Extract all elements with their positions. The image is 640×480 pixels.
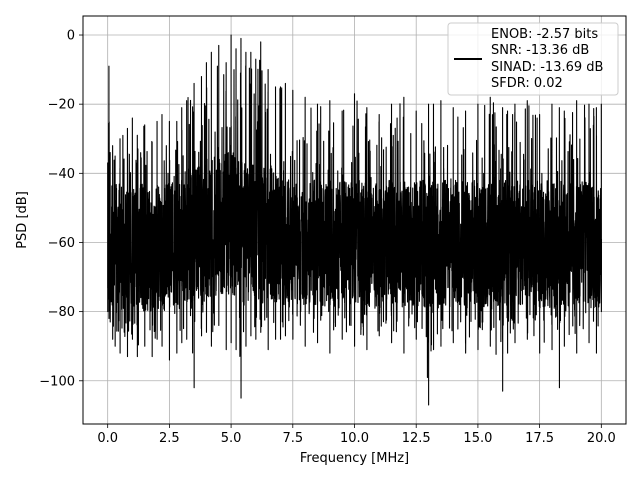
- psd-series: [107, 34, 603, 406]
- x-tick-label: 2.5: [159, 431, 180, 446]
- x-tick-label: 15.0: [463, 431, 492, 446]
- x-tick-label: 7.5: [282, 431, 303, 446]
- x-tick-label: 12.5: [402, 431, 431, 446]
- y-tick-label: −40: [48, 167, 75, 182]
- x-tick-label: 17.5: [525, 431, 554, 446]
- legend-entry-enob: ENOB: -2.57 bits: [491, 27, 598, 42]
- x-tick-label: 0.0: [97, 431, 118, 446]
- legend-box: [447, 22, 619, 96]
- x-tick-label: 20.0: [587, 431, 616, 446]
- plot-area: [107, 34, 603, 406]
- y-tick-label: −60: [48, 236, 75, 251]
- x-tick-label: 5.0: [221, 431, 242, 446]
- psd-line-0: [107, 34, 603, 406]
- x-tick-label: 10.0: [340, 431, 369, 446]
- x-axis-ticks: 0.0 2.5 5.0 7.5 10.0 12.5 15.0 17.5 20.0: [97, 424, 616, 446]
- y-tick-label: −80: [48, 305, 75, 320]
- y-axis-ticks: 0 −20 −40 −60 −80 −100: [39, 29, 83, 389]
- y-tick-label: −20: [48, 98, 75, 113]
- y-tick-label: 0: [67, 29, 75, 44]
- legend: ENOB: -2.57 bits SNR: -13.36 dB SINAD: -…: [447, 22, 619, 96]
- legend-entry-sinad: SINAD: -13.69 dB: [491, 60, 603, 75]
- y-axis-label: PSD [dB]: [15, 191, 30, 249]
- y-tick-label: −100: [39, 374, 75, 389]
- x-axis-label: Frequency [MHz]: [300, 451, 409, 466]
- legend-entry-sfdr: SFDR: 0.02: [491, 76, 563, 91]
- legend-entry-snr: SNR: -13.36 dB: [491, 43, 589, 58]
